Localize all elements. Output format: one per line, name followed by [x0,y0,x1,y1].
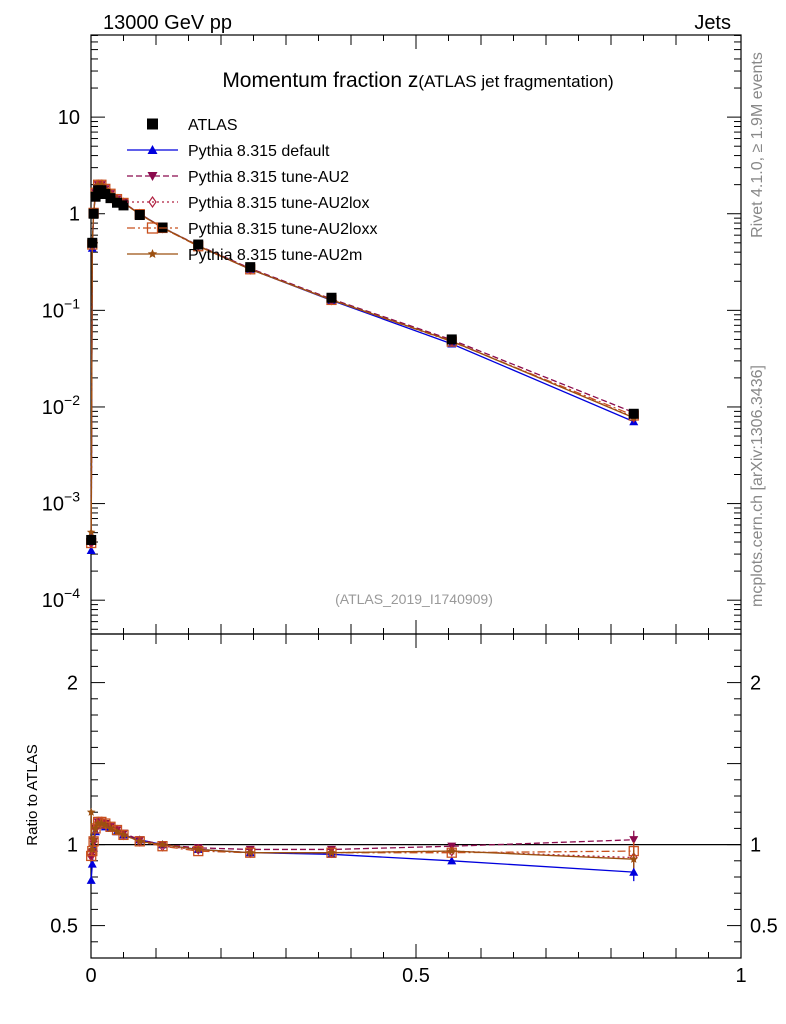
data-point [100,189,111,200]
data-point [446,334,457,345]
ratio-point-1 [629,836,639,845]
ratio-point-4 [101,820,110,829]
ratio-y-tick-label-right: 0.5 [750,916,778,938]
series-point-0 [86,545,96,554]
ratio-point-4 [119,830,128,839]
legend-label: ATLAS [188,117,238,134]
y-tick-label-exp: −3 [64,489,80,505]
ratio-point-4 [91,823,100,833]
ratio-point-0 [447,856,457,865]
chart-title-sub: (ATLAS jet fragmentation) [418,72,613,91]
data-point [90,191,101,202]
legend-label: Pythia 8.315 default [188,143,330,160]
header-category-label: Jets [694,12,731,34]
y-tick-label-base: 10 [42,494,64,516]
x-tick-label: 1 [735,965,746,987]
y-tick-label: 10−3 [42,489,80,516]
chart-title: Momentum fraction z(ATLAS jet fragmentat… [222,69,613,92]
legend-marker [147,172,158,181]
ratio-plot-frame [90,633,742,959]
analysis-id-label: (ATLAS_2019_I1740909) [335,591,493,607]
y-tick-label: 1 [69,204,80,226]
y-tick-label: 10−2 [42,392,80,419]
series-line-3 [90,184,634,544]
data-point [118,200,129,211]
ratio-line-3 [90,821,634,857]
ratio-point-4 [86,807,96,816]
y-tick-label-exp: −1 [64,295,80,311]
legend-marker [147,249,158,259]
legend-label: Pythia 8.315 tune-AU2m [188,247,362,264]
data-point [112,197,122,208]
main-series-group [86,179,639,554]
y-tick-label-exp: −4 [64,585,80,601]
y-tick-label: 10 [58,107,80,129]
ratio-point-0 [87,859,97,868]
rivet-label: Rivet 4.1.0, ≥ 1.9M events [749,52,766,238]
ratio-point-4 [112,827,122,836]
series-point-4 [86,527,96,536]
ratio-point-4 [88,844,97,854]
ratio-point-4 [89,835,98,844]
legend-marker [148,195,157,209]
ratio-line-4 [90,812,634,860]
legend-marker [146,222,159,234]
ratio-y-tick-label-left: 1 [67,835,78,857]
ratio-ylabel: Ratio to ATLAS [24,744,41,845]
data-point [87,237,98,248]
data-point [245,262,256,273]
ratio-point-4 [158,840,167,849]
ratio-y-tick-label-right: 1 [750,835,761,857]
y-tick-label-base: 10 [42,590,64,612]
series-line-2 [90,184,635,544]
series-line-1 [90,184,634,544]
y-tick-label: 10−1 [42,295,80,322]
legend-marker [147,118,158,130]
ratio-point-4 [106,823,115,833]
ratio-y-tick-label-right: 2 [750,673,761,695]
ratio-point-0 [86,875,96,884]
series-line-0 [90,184,635,551]
y-tick-label-base: 10 [42,397,64,419]
legend-label: Pythia 8.315 tune-AU2lox [188,195,369,212]
ratio-point-4 [327,848,336,857]
legend-label: Pythia 8.315 tune-AU2loxx [188,221,377,238]
mcplots-label: mcplots.cern.ch [arXiv:1306.3436] [749,365,766,607]
legend-label: Pythia 8.315 tune-AU2 [188,169,349,186]
ratio-series-group [86,807,639,884]
ratio-y-tick-label-left: 0.5 [50,916,78,938]
y-tick-label-base: 10 [42,300,64,322]
legend: ATLAS Pythia 8.315 default Pythia 8.315 tu… [127,117,377,264]
ratio-point-4 [447,846,457,855]
x-tick-label: 0.5 [402,965,430,987]
data-point [326,292,337,303]
data-point [193,239,204,250]
y-tick-label: 10−4 [42,585,80,612]
x-tick-label: 0 [85,965,96,987]
data-point [88,208,99,219]
data-point [628,408,639,419]
legend-marker [147,145,158,154]
ratio-point-0 [629,867,639,876]
ratio-point-4 [245,848,255,857]
header-energy-label: 13000 GeV pp [103,12,232,34]
data-point [134,210,145,221]
y-tick-label-exp: −2 [64,392,80,408]
ratio-y-tick-label-left: 2 [67,673,78,695]
data-point [105,193,116,204]
chart-title-main: Momentum fraction z [222,69,418,92]
ratio-point-4 [629,854,639,863]
ratio-axis-ticks: 0 0.5 1 0.5 0.5 1 1 2 2 [50,633,778,987]
ratio-point-4 [193,844,203,854]
data-point [86,534,97,545]
ratio-point-4 [135,836,145,845]
